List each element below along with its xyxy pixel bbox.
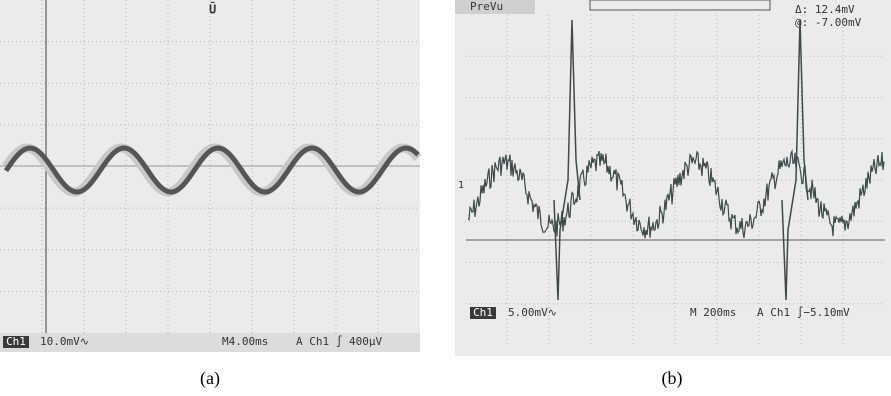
scale: 10.0mV∿ [40, 335, 89, 348]
caption: (b) [662, 368, 683, 389]
scope-a: Ch1 10.0mV∿ M4.00ms A Ch1 ∫ 400µV Ū (a) [0, 0, 420, 389]
channel: Ch1 [473, 306, 493, 319]
scale: 5.00mV∿ [508, 306, 557, 319]
trigger: A Ch1 ∫ 400µV [296, 335, 382, 348]
figure: Ch1 10.0mV∿ M4.00ms A Ch1 ∫ 400µV Ū (a) … [0, 0, 891, 396]
scope-b: PreVu Δ: 12.4mV @: -7.00mV 1 Ch1 5.00mV∿… [455, 0, 891, 389]
tab-label: PreVu [470, 0, 503, 13]
cursor-at: @: -7.00mV [795, 16, 862, 29]
channel: Ch1 [6, 335, 26, 348]
page: Ch1 10.0mV∿ M4.00ms A Ch1 ∫ 400µV Ū (a) … [0, 0, 891, 396]
cursor-delta: Δ: 12.4mV [795, 3, 855, 16]
timebase: M 200ms [690, 306, 736, 319]
timebase: M4.00ms [222, 335, 268, 348]
channel-marker: 1 [458, 180, 464, 191]
screen [455, 0, 891, 356]
caption: (a) [200, 368, 220, 389]
trigger-marker: Ū [209, 2, 216, 17]
trigger: A Ch1 ∫−5.10mV [757, 306, 850, 319]
